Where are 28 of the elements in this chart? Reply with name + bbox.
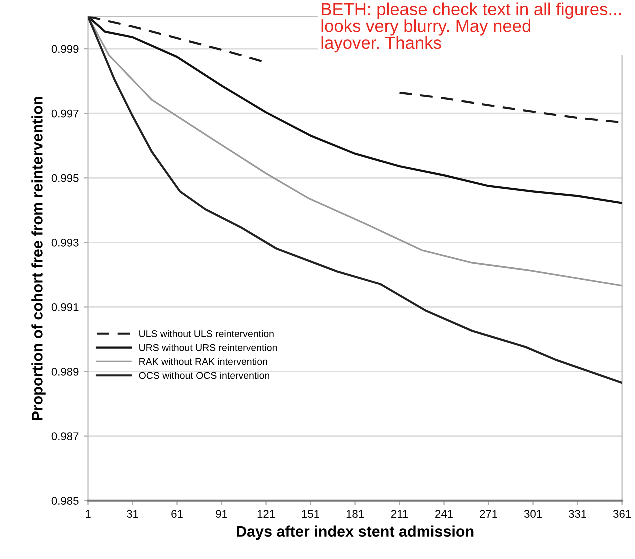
y-tick-label: 0.987 (52, 432, 79, 440)
y-tick-label: 0.989 (52, 368, 79, 376)
x-tick-label: 151 (302, 510, 320, 518)
x-tick-label: 241 (436, 510, 454, 518)
y-tick-label: 0.997 (52, 110, 79, 118)
x-tick-label: 181 (346, 510, 364, 518)
x-axis-title: Days after index stent admission (237, 526, 474, 540)
x-tick-label: 61 (172, 510, 183, 518)
y-tick-label: 0.985 (52, 497, 79, 505)
y-axis-title: Proportion of cohort free from reintervention (32, 97, 46, 420)
legend-label: ULS without ULS reintervention (140, 330, 274, 338)
x-tick-label: 331 (568, 510, 587, 518)
y-tick-label: 0.999 (52, 45, 79, 54)
x-tick-label: 271 (480, 510, 498, 518)
x-tick-label: 361 (613, 510, 632, 518)
annotation: BETH: please check text in all figures... looks very blurry. May need layover. Thanks (322, 2, 622, 53)
legend-label: OCS without OCS intervention (139, 372, 270, 380)
y-tick-label: 0.993 (52, 238, 79, 247)
x-tick-label: 121 (258, 510, 276, 518)
x-tick-label: 301 (524, 510, 542, 518)
legend-label: URS without URS reintervention (140, 344, 278, 352)
legend-label: RAK without RAK intervention (140, 358, 268, 366)
x-tick-label: 91 (216, 510, 228, 518)
y-tick-label: 0.991 (52, 303, 79, 312)
y-tick-label: 0.995 (52, 174, 79, 182)
x-tick-label: 31 (127, 510, 138, 518)
x-tick-label: 1 (86, 510, 91, 518)
x-tick-label: 211 (391, 510, 408, 518)
